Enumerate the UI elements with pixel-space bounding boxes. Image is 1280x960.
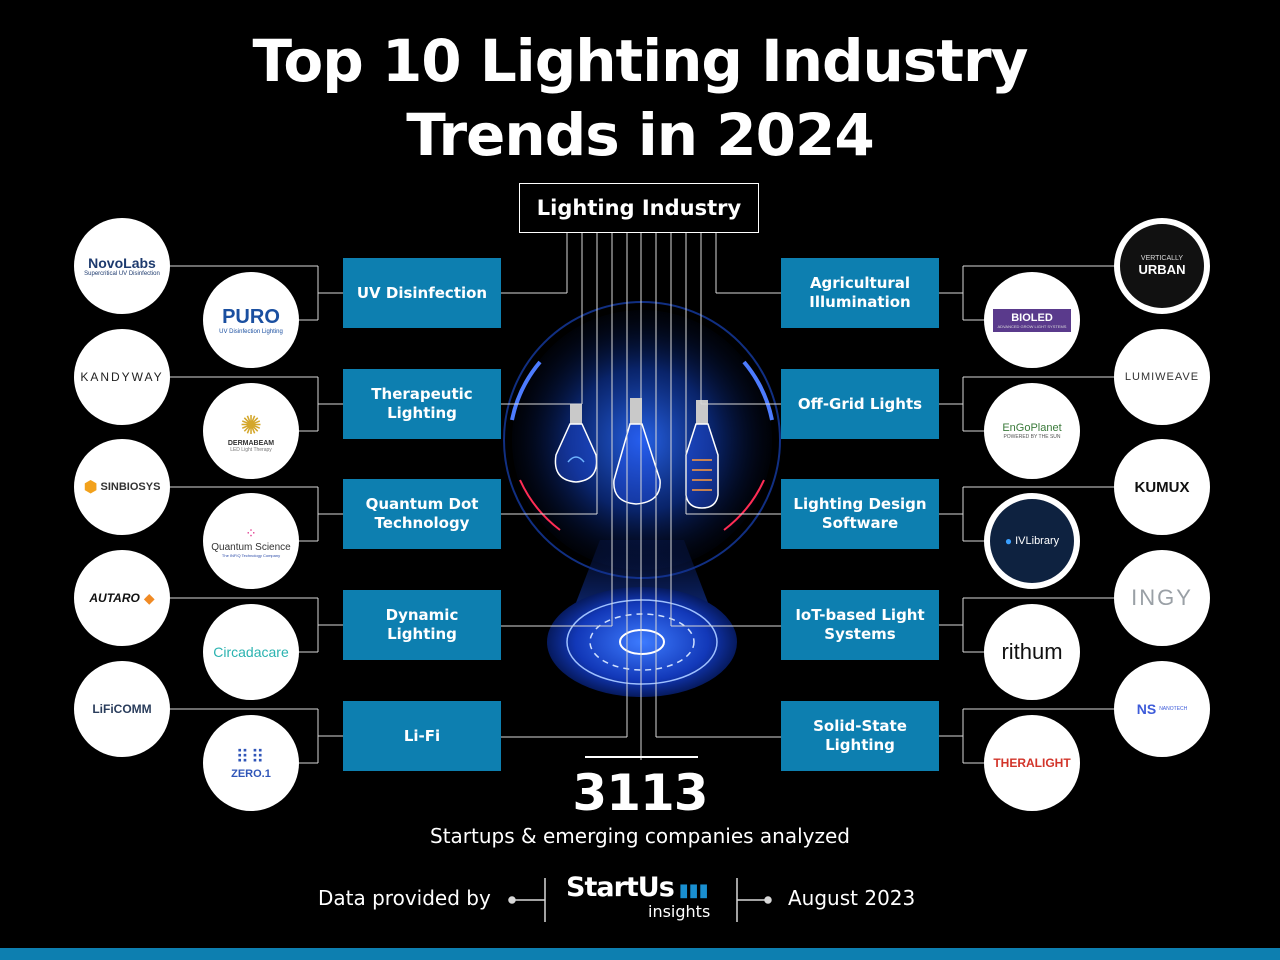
logo-vertically-urban: VERTICALLY URBAN bbox=[1114, 218, 1210, 314]
logo-bioled: BIOLED ADVANCED GROW LIGHT SYSTEMS bbox=[984, 272, 1080, 368]
logo-ivlibrary: ● IVLibrary bbox=[984, 493, 1080, 589]
trend-dynamic-lighting: Dynamic Lighting bbox=[343, 590, 501, 660]
companies-count: 3113 bbox=[572, 764, 708, 822]
bulb-center bbox=[613, 398, 661, 505]
logo-autaro: AUTARO ◆ bbox=[74, 550, 170, 646]
orb-glow bbox=[512, 310, 772, 570]
logo-novolabs: NovoLabs Supercritical UV Disinfection bbox=[74, 218, 170, 314]
trend-uv-disinfection: UV Disinfection bbox=[343, 258, 501, 328]
footer-dividers bbox=[508, 878, 772, 922]
logo-engoplanet: EnGoPlanet POWERED BY THE SUN bbox=[984, 383, 1080, 479]
logo-dermabeam: ✺ DERMABEAM LED Light Therapy bbox=[203, 383, 299, 479]
bottom-accent-bar bbox=[0, 948, 1280, 960]
title-line-1: Top 10 Lighting Industry bbox=[252, 27, 1029, 95]
logo-lumiweave: LUMIWEAVE bbox=[1114, 329, 1210, 425]
logo-kumux: KUMUX bbox=[1114, 439, 1210, 535]
trend-lighting-design-software: Lighting Design Software bbox=[781, 479, 939, 549]
logo-kandyway: KANDYWAY bbox=[74, 329, 170, 425]
brand-name: StartUs bbox=[566, 872, 675, 903]
footer-provided-by: Data provided by bbox=[318, 886, 491, 910]
logo-ns-nanotech: NS NANOTECH bbox=[1114, 661, 1210, 757]
trend-li-fi: Li-Fi bbox=[343, 701, 501, 771]
trend-agricultural-illumination: Agricultural Illumination bbox=[781, 258, 939, 328]
trend-solid-state-lighting: Solid-State Lighting bbox=[781, 701, 939, 771]
trend-quantum-dot: Quantum Dot Technology bbox=[343, 479, 501, 549]
logo-theralight: THERALIGHT bbox=[984, 715, 1080, 811]
logo-puro: PURO UV Disinfection Lighting bbox=[203, 272, 299, 368]
logo-circadacare: Circadacare bbox=[203, 604, 299, 700]
logo-ingy: INGY bbox=[1114, 550, 1210, 646]
logo-sinbiosys: ⬢ SINBIOSYS bbox=[74, 439, 170, 535]
logo-rithum: rithum bbox=[984, 604, 1080, 700]
footer-date: August 2023 bbox=[788, 886, 916, 910]
logo-lificomm: LiFiCOMM bbox=[74, 661, 170, 757]
bar-chart-icon: ▮▮▮ bbox=[678, 880, 709, 901]
companies-count-label: Startups & emerging companies analyzed bbox=[430, 824, 850, 848]
brand-subtitle: insights bbox=[648, 902, 711, 921]
base-disc bbox=[547, 587, 737, 697]
logo-quantum-science: ⁘ Quantum Science The INFIQ Technology C… bbox=[203, 493, 299, 589]
bulb-left bbox=[554, 404, 598, 483]
logo-zero-1: ⠿⠿ ZERO.1 bbox=[203, 715, 299, 811]
trend-off-grid-lights: Off-Grid Lights bbox=[781, 369, 939, 439]
trend-iot-light-systems: IoT-based Light Systems bbox=[781, 590, 939, 660]
trend-therapeutic-lighting: Therapeutic Lighting bbox=[343, 369, 501, 439]
startus-insights-logo: StartUs ▮▮▮ insights bbox=[566, 872, 726, 921]
root-node: Lighting Industry bbox=[519, 183, 759, 233]
title-line-2: Trends in 2024 bbox=[406, 101, 874, 169]
bulb-right bbox=[685, 400, 719, 509]
